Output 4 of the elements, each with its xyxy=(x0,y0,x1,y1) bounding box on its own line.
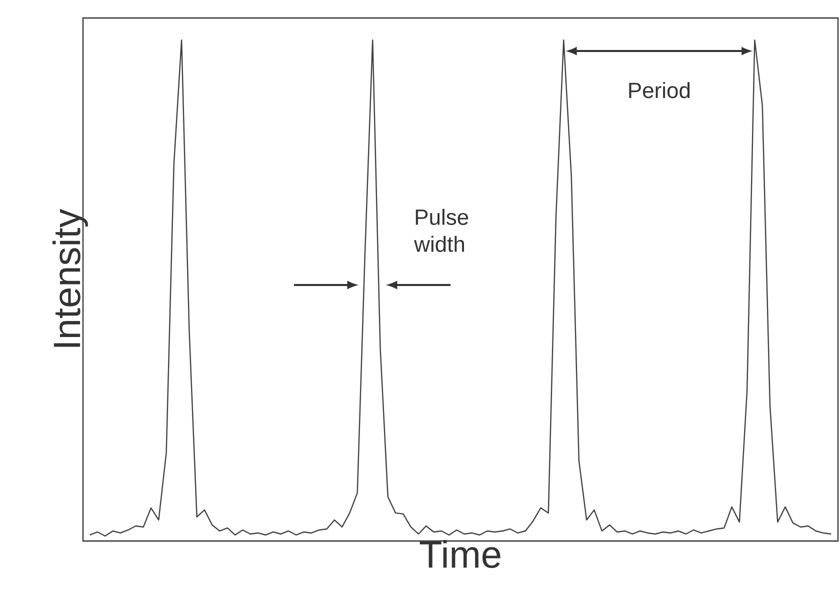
x-axis-title: Time xyxy=(420,540,500,568)
annotation: Period xyxy=(629,82,690,98)
annotation: Pulse width xyxy=(414,208,468,252)
y-axis-title: Intensity xyxy=(52,208,88,347)
